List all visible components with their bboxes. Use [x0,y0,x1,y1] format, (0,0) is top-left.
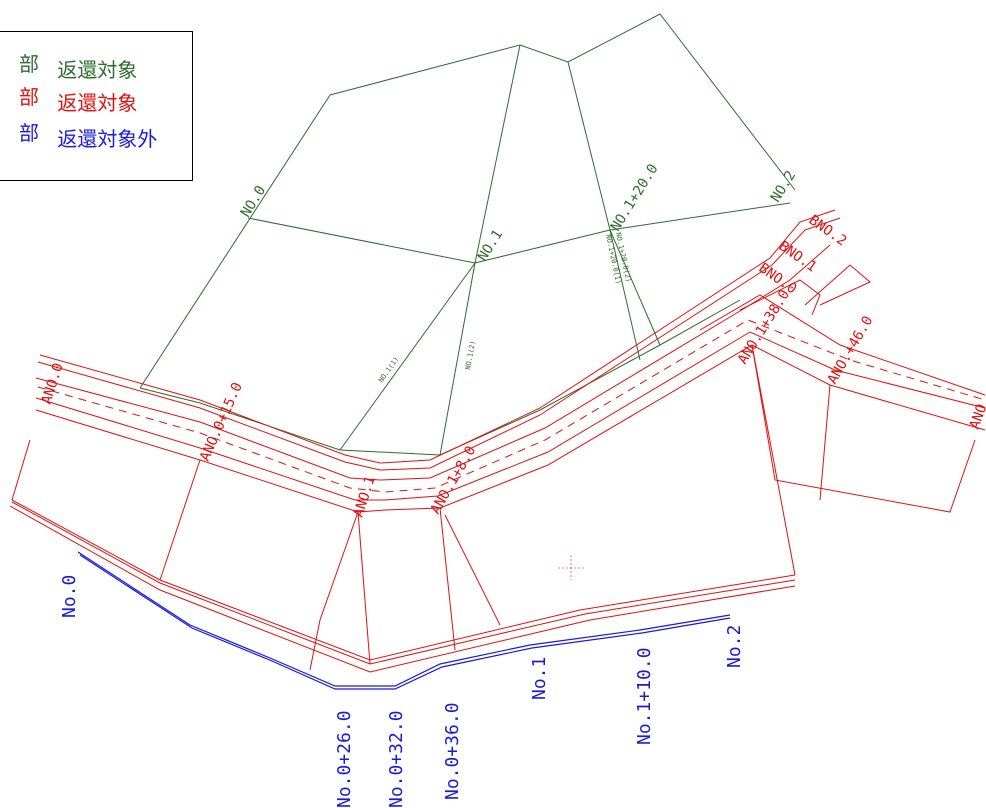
blue-label-no0-26: No.0+26.0 [334,710,355,808]
blue-label-no1: No.1 [529,657,550,700]
blue-label-no0: No.0 [59,575,80,618]
legend-item-blue: 部 返還対象外 [0,117,157,152]
blue-label-no0-36: No.0+36.0 [442,702,463,800]
red-label-ano-46: ANO.+46.0 [825,313,877,387]
blue-label-no1-10: No.1+10.0 [634,647,655,745]
blue-label-no2: No.2 [724,625,745,668]
red-label-ano0: ANO.0 [39,361,67,406]
green-label-no0: NO.0 [238,183,269,220]
blue-boundary [77,551,731,690]
legend-marker: 部 [19,85,39,109]
red-label-ano-edge: ANO. [967,394,986,431]
legend-label: 返還対象 [57,91,138,115]
red-label-ano1-38: ANO.1+38.0 [735,287,793,367]
red-label-ano1: ANO.1 [351,474,379,519]
red-label-bno1: BNO.1 [776,238,820,275]
legend-marker: 部 [19,52,39,76]
legend-item-red: 部 返還対象 [0,81,137,116]
legend-label: 返還対象外 [57,127,158,151]
red-road [9,209,986,673]
green-label-no1-1: NO.1(1) [377,355,400,384]
legend-marker: 部 [19,121,39,145]
blue-label-no0-32: No.0+32.0 [386,710,407,808]
red-label-bno2: BNO.2 [806,212,850,249]
green-label-no2: NO.2 [768,168,799,205]
green-label-no1-2: NO.1(2) [464,340,477,370]
legend-item-green: 部 返還対象 [0,48,137,83]
legend: 部 返還対象 部 返還対象 部 返還対象外 [0,31,193,181]
legend-label: 返還対象 [57,58,138,82]
green-parcels [139,13,796,456]
green-label-no1: NO.1 [475,227,506,264]
crosshair-marker [558,555,585,580]
